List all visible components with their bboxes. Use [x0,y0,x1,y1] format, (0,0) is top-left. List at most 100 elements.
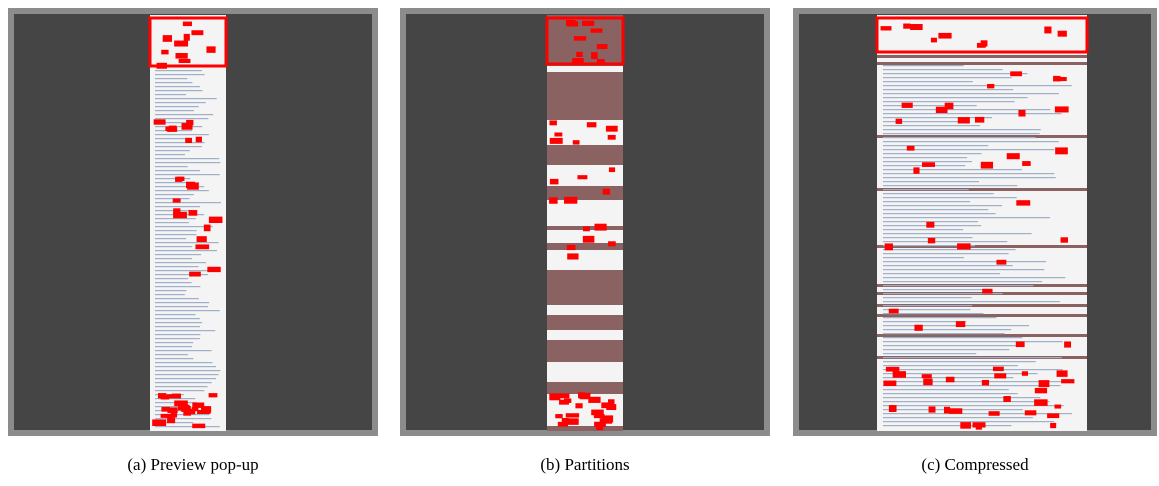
text-line [883,401,1050,402]
text-line [883,285,1033,286]
highlight [163,35,172,42]
highlight [1061,379,1074,383]
highlight [1055,147,1068,154]
text-line [883,301,1060,302]
text-line [883,201,970,202]
highlight [167,407,177,413]
text-line [883,169,1022,170]
highlight [982,289,992,294]
text-line [155,382,212,383]
highlight [209,217,223,223]
highlight [568,21,578,26]
text-line [155,70,202,71]
text-line [155,98,217,99]
highlight [574,36,586,41]
text-line [883,257,964,258]
text-line [883,157,967,158]
separator [877,55,1087,58]
text-line [883,181,979,182]
text-line [155,386,208,387]
text-line [155,250,217,251]
highlight [595,224,607,231]
text-line [155,326,200,327]
text-line [155,78,187,79]
highlight [1034,399,1047,406]
text-line [155,426,220,427]
text-line [155,86,200,87]
text-line [155,354,188,355]
text-line [155,378,216,379]
text-line [155,334,200,335]
highlight [989,411,1000,416]
text-line [883,177,1056,178]
text-line [883,361,1036,362]
highlight [938,33,951,39]
highlight [550,138,563,144]
text-line [883,329,1011,330]
highlight [196,137,202,143]
text-line [883,289,992,290]
highlight [174,41,188,47]
highlight [566,413,579,417]
highlight [1047,413,1059,418]
highlight [161,50,168,55]
text-line [883,249,1016,250]
highlight [1055,106,1069,112]
text-line [155,270,212,271]
text-line [883,129,1041,130]
text-line [883,421,1054,422]
text-line [155,314,196,315]
text-line [155,286,200,287]
text-line [883,341,1063,342]
text-line [155,234,196,235]
highlight [197,236,207,242]
partition [547,250,623,270]
highlight [994,373,1006,378]
highlight [1025,410,1037,415]
partition [547,330,623,340]
partition [547,362,623,382]
text-line [883,205,1002,206]
text-line [155,158,219,159]
text-line [883,73,1027,74]
highlight [575,403,582,408]
text-line [883,345,1021,346]
text-line [883,337,1022,338]
highlight [154,119,166,124]
highlight [922,162,935,167]
highlight [555,414,562,418]
highlight [573,140,580,144]
highlight [167,417,175,423]
text-line [883,121,966,122]
highlight [597,44,608,49]
figure: (a) Preview pop-up (b) Partitions (c) Co… [0,0,1159,486]
text-line [155,170,200,171]
separator [877,334,1087,337]
text-line [883,281,1042,282]
highlight [577,175,587,179]
highlight [1010,71,1022,76]
highlight [572,58,584,65]
text-line [883,137,1036,138]
text-line [883,269,1044,270]
highlight [889,405,897,412]
highlight [175,53,187,59]
highlight [987,84,994,88]
highlight [600,418,612,423]
highlight [946,377,955,383]
highlight [886,367,899,372]
text-line [883,393,1018,394]
text-line [155,146,202,147]
text-line [155,190,209,191]
highlight [173,198,181,202]
highlight [175,177,182,182]
text-line [155,346,192,347]
highlight [949,408,962,414]
highlight [907,146,915,151]
highlight [608,241,616,246]
text-line [155,322,202,323]
highlight [152,419,166,426]
highlight [1044,27,1051,34]
text-line [883,209,988,210]
text-line [155,198,190,199]
